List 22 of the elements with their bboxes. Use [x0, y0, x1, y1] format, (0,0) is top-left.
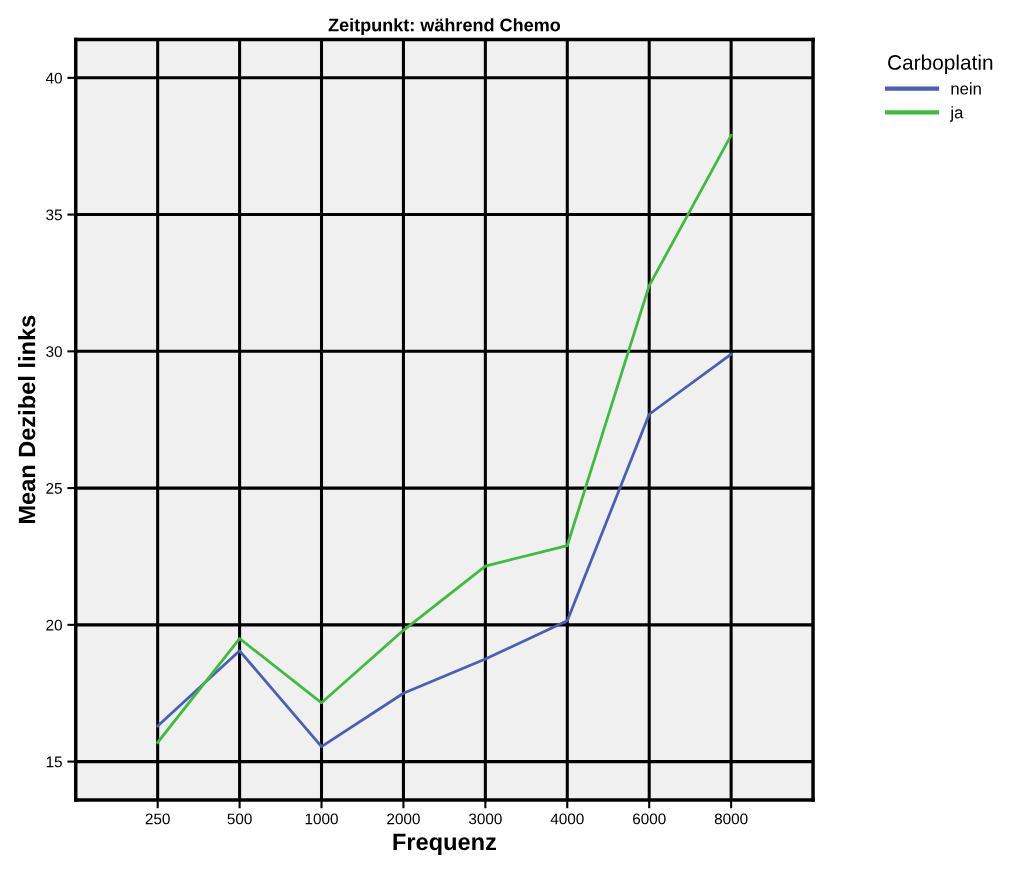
x-tick-label: 500 — [227, 813, 252, 825]
line-series — [156, 352, 733, 748]
y-tick-label: 15 — [46, 756, 62, 768]
x-tick-label: 3000 — [468, 813, 502, 825]
legend-label: ja — [949, 106, 964, 122]
x-tick-label: 250 — [145, 813, 170, 825]
x-tick-label: 8000 — [714, 813, 748, 825]
y-tick-label: 35 — [46, 209, 62, 221]
y-tick-label: 20 — [46, 619, 62, 631]
x-tick-label: 1000 — [305, 813, 338, 825]
x-tick-label: 2000 — [387, 813, 420, 825]
y-tick-label: 25 — [46, 482, 62, 494]
chart-title: Zeitpunkt: während Chemo — [328, 18, 561, 35]
legend-title: Carboplatin — [888, 54, 993, 74]
y-axis-title: Mean Dezibel links — [18, 315, 36, 524]
x-tick-label: 4000 — [550, 813, 584, 825]
legend-label: nein — [951, 82, 981, 95]
x-axis-title: Frequenz — [393, 833, 497, 855]
x-tick-label: 6000 — [632, 813, 666, 825]
y-tick-label: 30 — [46, 346, 62, 358]
line-series — [156, 133, 733, 744]
y-tick-label: 40 — [45, 72, 62, 84]
